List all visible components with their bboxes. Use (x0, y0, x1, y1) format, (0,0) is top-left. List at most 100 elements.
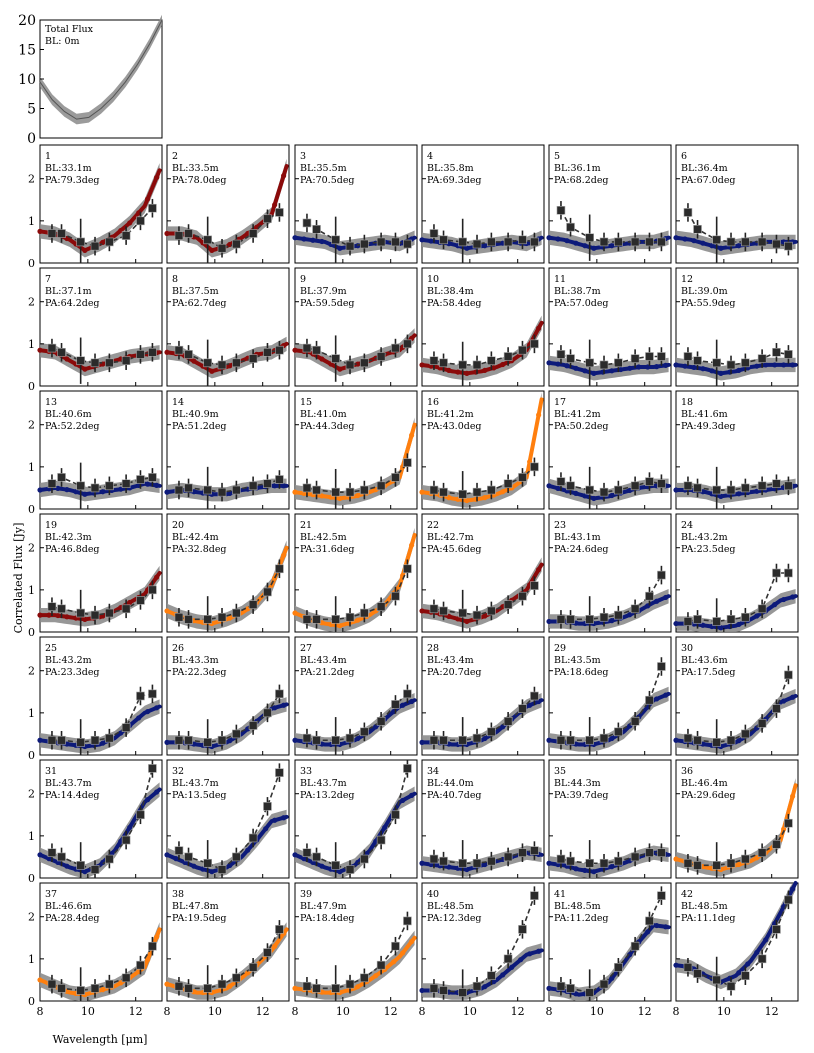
panel-data-square (76, 608, 85, 618)
panel-model-point (527, 702, 533, 708)
panel-model-point (301, 236, 307, 242)
panel-model-point (154, 174, 160, 181)
panel-model-point (154, 482, 160, 488)
panel-baseline: BL:43.5m (554, 655, 601, 666)
panel-model-point (37, 737, 43, 743)
panel-data-square (275, 689, 284, 699)
panel-model-point (491, 365, 497, 371)
panel-error-band (676, 589, 796, 632)
panel-baseline: BL:33.5m (172, 163, 219, 174)
panel-data-square (403, 339, 412, 349)
panel-data-square (429, 984, 439, 993)
panel-data-square (217, 735, 227, 745)
panel-data-square (376, 716, 386, 726)
panel-model-point (400, 702, 406, 708)
panel-baseline: BL:48.5m (681, 901, 728, 912)
panel-model-point (790, 694, 796, 700)
panel-number: 41 (554, 889, 566, 900)
panel-data-square (712, 975, 721, 985)
panel-number: 9 (300, 274, 306, 285)
panel-model-point (64, 863, 70, 869)
panel-number: 20 (172, 520, 184, 531)
panel-position-angle: PA:52.2deg (45, 421, 100, 432)
panel-data-square (645, 848, 654, 858)
panel-model-point (500, 972, 506, 978)
panel-data-square (757, 954, 767, 964)
panel-data-square (376, 835, 386, 845)
panel-data-square (693, 969, 702, 978)
panel-model-point (582, 368, 588, 374)
panel-error-band (422, 943, 542, 1000)
panel-model-point (145, 481, 151, 487)
panel-model-point (272, 943, 278, 949)
panel-number: 7 (45, 274, 51, 285)
panel-baseline: BL:40.9m (172, 409, 219, 420)
panel-position-angle: PA:19.5deg (172, 913, 227, 924)
panel-data-square (232, 358, 241, 368)
panel-model-point (582, 493, 588, 499)
panel-model-point (709, 368, 715, 374)
panel-number: 22 (427, 520, 439, 531)
panel-ytick-label: 0 (28, 380, 35, 393)
panel-data-square (614, 237, 623, 247)
panel-number: 28 (427, 643, 439, 654)
panel-position-angle: PA:13.2deg (300, 790, 355, 801)
panel-data-square (105, 854, 114, 864)
panel-data-square (784, 241, 793, 251)
panel-data-square (312, 615, 321, 624)
panel-xtick-label: 10 (81, 1005, 95, 1018)
panel-data-square (599, 487, 609, 497)
panel-data-square (439, 735, 448, 745)
panel-model-point (154, 789, 160, 795)
panel-model-point (400, 950, 406, 956)
panel-data-square (248, 481, 258, 491)
panel-data-square (391, 810, 400, 820)
panel-data-square (331, 487, 340, 497)
panel-data-square (566, 984, 575, 993)
panel-model-point (319, 238, 325, 245)
panel-data-square (90, 358, 100, 368)
panel-baseline: BL:41.0m (300, 409, 347, 420)
panel-model-point (227, 738, 233, 744)
panel-model-point (609, 975, 615, 981)
panel-model-point (482, 984, 488, 990)
panel-data-line (178, 478, 280, 493)
panel-model-point (455, 616, 461, 622)
panel-data-square (657, 237, 666, 247)
panel-model-point (546, 360, 552, 366)
panel-model-point (718, 493, 724, 499)
panel-position-angle: PA:64.2deg (45, 298, 100, 309)
panel-xtick-label: 8 (419, 1005, 426, 1018)
panel-model-point (46, 612, 52, 618)
panel-data-square (90, 610, 100, 620)
panel-data-square (217, 979, 227, 989)
panel-data-square (726, 615, 736, 624)
panel-data-square (645, 916, 654, 926)
total-flux-label: Total Flux (45, 24, 94, 35)
panel-ytick-label: 0 (28, 257, 35, 270)
panel-data-square (345, 360, 355, 370)
total-flux-frame (39, 19, 163, 139)
panel-data-square (403, 689, 412, 699)
panel-model-point (609, 368, 615, 374)
panel-data-square (693, 735, 702, 745)
panel-data-square (693, 615, 702, 624)
panel-data-square (47, 979, 57, 989)
panel-data-square (487, 971, 496, 981)
panel-position-angle: PA:44.3deg (300, 421, 355, 432)
panel-data-square (566, 481, 575, 491)
panel-model-point (536, 325, 542, 331)
panel-number: 13 (45, 397, 57, 408)
total-flux-ytick-label: 0 (27, 131, 36, 147)
panel-data-square (726, 360, 736, 370)
panel-number: 21 (300, 520, 312, 531)
panel-position-angle: PA:22.3deg (172, 667, 227, 678)
panel-data-square (121, 723, 131, 732)
panel-model-point (555, 236, 561, 242)
panel-data-square (518, 235, 527, 245)
